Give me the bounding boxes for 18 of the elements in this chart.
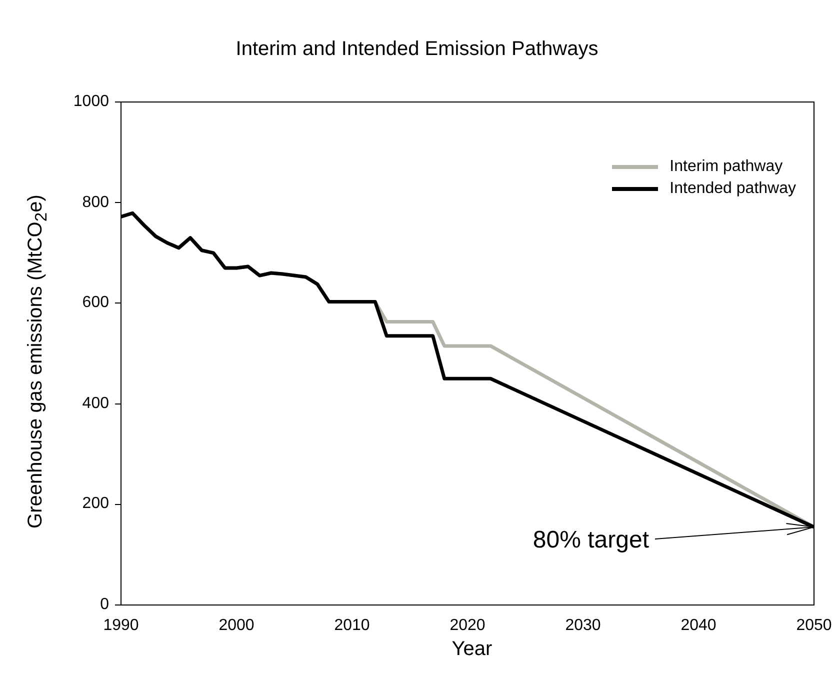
y-tick-label: 200 xyxy=(82,495,109,514)
chart-title: Interim and Intended Emission Pathways xyxy=(234,38,600,61)
y-tick-label: 0 xyxy=(100,596,109,614)
x-tick-label: 2050 xyxy=(796,617,832,635)
x-tick-label: 2020 xyxy=(450,617,486,635)
x-tick-label: 2000 xyxy=(218,617,254,635)
y-tick-label: 1000 xyxy=(73,93,109,111)
x-tick-label: 2040 xyxy=(680,617,716,635)
y-tick-label: 600 xyxy=(82,294,109,312)
y-tick-label: 400 xyxy=(82,394,109,413)
legend-label: Interim pathway xyxy=(670,158,783,176)
x-axis-title: Year xyxy=(450,638,494,661)
x-tick-label: 1990 xyxy=(103,617,139,635)
y-tick-label: 800 xyxy=(82,194,109,212)
annotation: 80% target xyxy=(532,526,650,554)
legend-label: Intended pathway xyxy=(670,180,796,198)
x-tick-label: 2010 xyxy=(334,617,370,635)
x-tick-label: 2030 xyxy=(565,617,601,635)
